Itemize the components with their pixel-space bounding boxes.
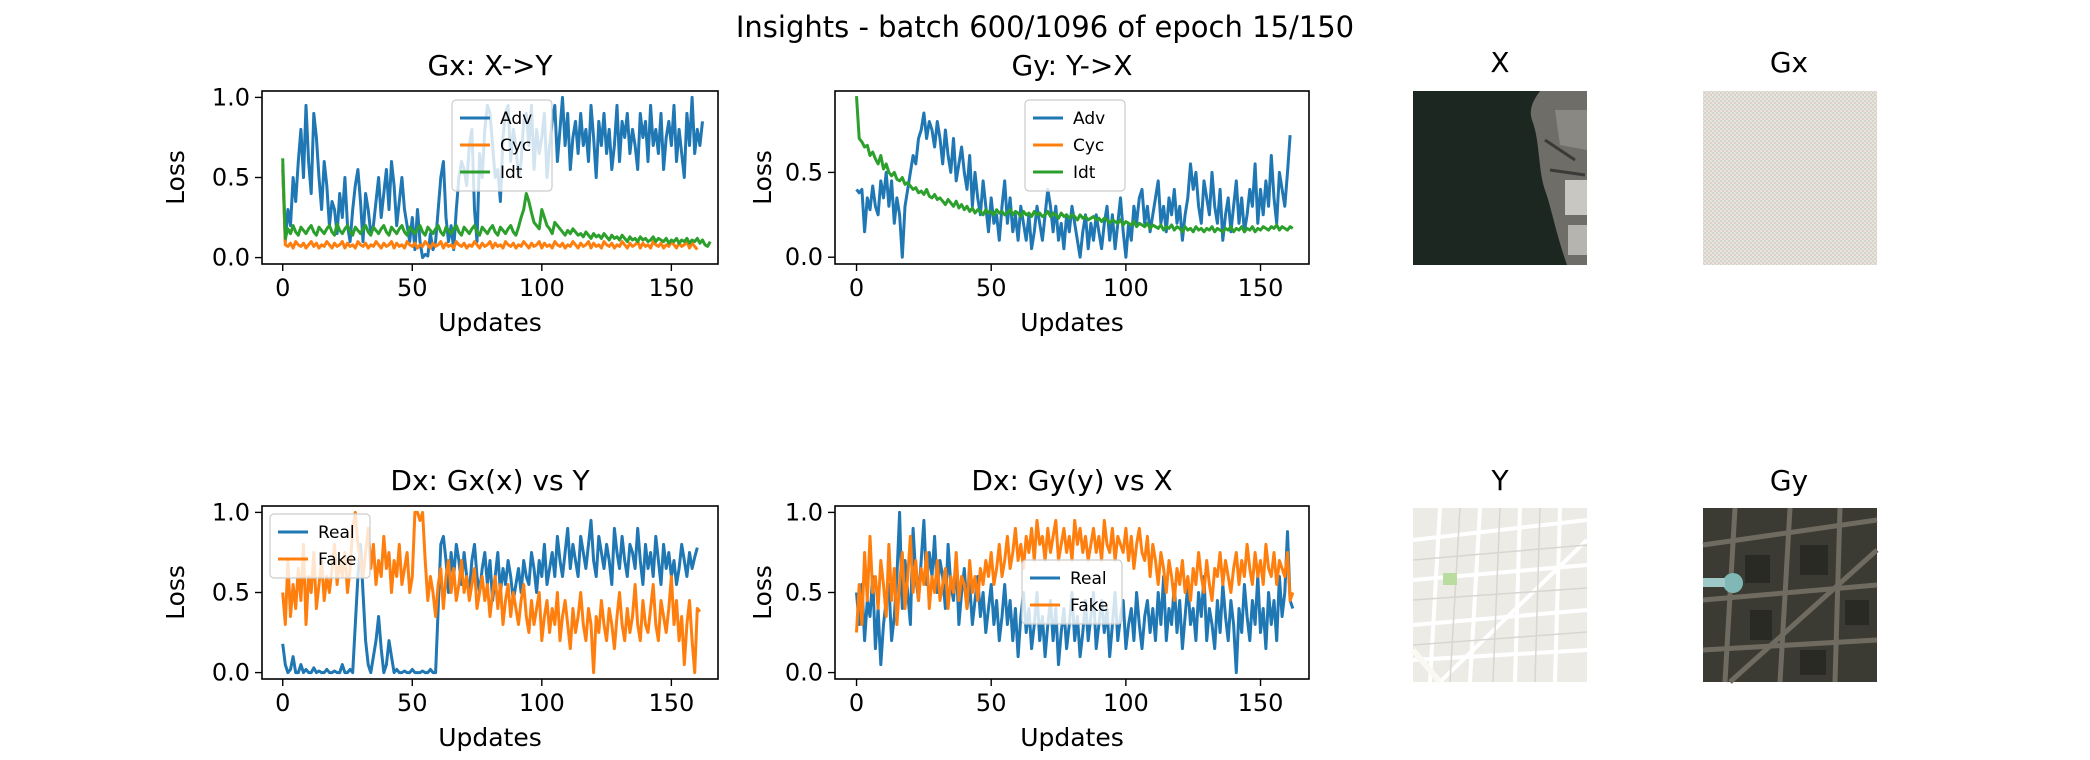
x-tick-label: 0 xyxy=(849,689,864,717)
series-line-idt xyxy=(855,96,1294,234)
y-tick-label: 0.5 xyxy=(785,158,823,186)
legend-label: Real xyxy=(1070,569,1107,589)
axes-frame xyxy=(834,90,1310,265)
series-line-idt xyxy=(281,158,712,248)
image-title-gx: Gx xyxy=(1770,46,1808,79)
x-tick-label: 150 xyxy=(1238,689,1284,717)
legend-frame xyxy=(1024,99,1126,192)
image-tile-y: Y xyxy=(1410,464,1589,684)
legend: Adv Cyc Idt xyxy=(1024,99,1126,192)
x-tick-label: 100 xyxy=(519,274,565,302)
image-title-gy: Gy xyxy=(1770,464,1808,497)
legend-frame xyxy=(269,513,371,579)
x-tick-label: 0 xyxy=(275,689,290,717)
y-axis-label: Loss xyxy=(161,150,190,205)
x-tick-label: 150 xyxy=(1238,274,1284,302)
y-tick-label: 0.0 xyxy=(785,659,823,687)
chart-2: Gy: Y->X 0 50 100 150 0.0 0.5 Updates Loss Adv Cyc… xyxy=(748,49,1310,337)
legend-label: Fake xyxy=(318,550,356,570)
x-axis-label: Updates xyxy=(438,723,542,752)
chart-title: Gx: X->Y xyxy=(427,49,553,82)
x-axis-label: Updates xyxy=(438,308,542,337)
legend-label: Cyc xyxy=(500,136,531,156)
image-title-x: X xyxy=(1490,46,1509,79)
chart-3: Dx: Gx(x) vs Y 0 50 100 150 0.0 0.5 1.0 Updates L… xyxy=(161,464,719,752)
x-axis-label: Updates xyxy=(1020,308,1124,337)
x-tick-label: 50 xyxy=(397,689,428,717)
y-tick-label: 1.0 xyxy=(212,498,250,526)
chart-4: Dx: Gy(y) vs X 0 50 100 150 0.0 0.5 1.0 Updates L… xyxy=(748,464,1310,752)
y-tick-label: 0.0 xyxy=(785,243,823,271)
y-axis-label: Loss xyxy=(748,565,777,620)
legend: Adv Cyc Idt xyxy=(451,99,553,192)
legend: Real Fake xyxy=(269,513,371,579)
legend-frame xyxy=(1021,559,1123,625)
y-tick-label: 0.0 xyxy=(212,244,250,272)
chart-title: Dx: Gx(x) vs Y xyxy=(390,464,590,497)
series-line-real xyxy=(855,510,1295,675)
legend-label: Real xyxy=(318,523,355,543)
image-tile-gx: Gx xyxy=(1703,46,1877,265)
series-line-fake xyxy=(855,518,1295,633)
x-tick-label: 50 xyxy=(397,274,428,302)
chart-title: Dx: Gy(y) vs X xyxy=(971,464,1172,497)
x-tick-label: 100 xyxy=(519,689,565,717)
x-tick-label: 100 xyxy=(1103,274,1149,302)
x-tick-label: 100 xyxy=(1103,689,1149,717)
x-tick-label: 150 xyxy=(648,274,694,302)
y-tick-label: 1.0 xyxy=(785,498,823,526)
legend-label: Adv xyxy=(500,109,532,129)
x-tick-label: 0 xyxy=(275,274,290,302)
y-tick-label: 0.5 xyxy=(212,579,250,607)
legend-label: Idt xyxy=(1073,163,1096,183)
y-tick-label: 1.0 xyxy=(212,83,250,111)
legend-label: Fake xyxy=(1070,596,1108,616)
legend: Real Fake xyxy=(1021,559,1123,625)
y-tick-label: 0.5 xyxy=(212,164,250,192)
image-title-y: Y xyxy=(1490,464,1509,497)
image-tile-x: X xyxy=(1413,46,1587,265)
y-tick-label: 0.5 xyxy=(785,579,823,607)
series-line-cyc xyxy=(281,164,699,251)
x-tick-label: 150 xyxy=(648,689,694,717)
legend-frame xyxy=(451,99,553,192)
image-tile-gy: Gy xyxy=(1702,464,1879,684)
legend-label: Adv xyxy=(1073,109,1105,129)
legend-label: Cyc xyxy=(1073,136,1104,156)
x-tick-label: 50 xyxy=(976,274,1007,302)
x-tick-label: 50 xyxy=(976,689,1007,717)
y-tick-label: 0.0 xyxy=(212,659,250,687)
series-line-real xyxy=(281,518,699,675)
legend-label: Idt xyxy=(500,163,523,183)
x-axis-label: Updates xyxy=(1020,723,1124,752)
chart-title: Gy: Y->X xyxy=(1011,49,1132,82)
x-tick-label: 0 xyxy=(849,274,864,302)
plots-group: Gx: X->Y 0 50 100 150 0.0 0.5 1.0 Updates Loss Adv… xyxy=(161,49,1310,752)
chart-1: Gx: X->Y 0 50 100 150 0.0 0.5 1.0 Updates Loss Adv… xyxy=(161,49,719,337)
y-axis-label: Loss xyxy=(161,565,190,620)
figure-suptitle: Insights - batch 600/1096 of epoch 15/15… xyxy=(736,10,1354,44)
y-axis-label: Loss xyxy=(748,150,777,205)
